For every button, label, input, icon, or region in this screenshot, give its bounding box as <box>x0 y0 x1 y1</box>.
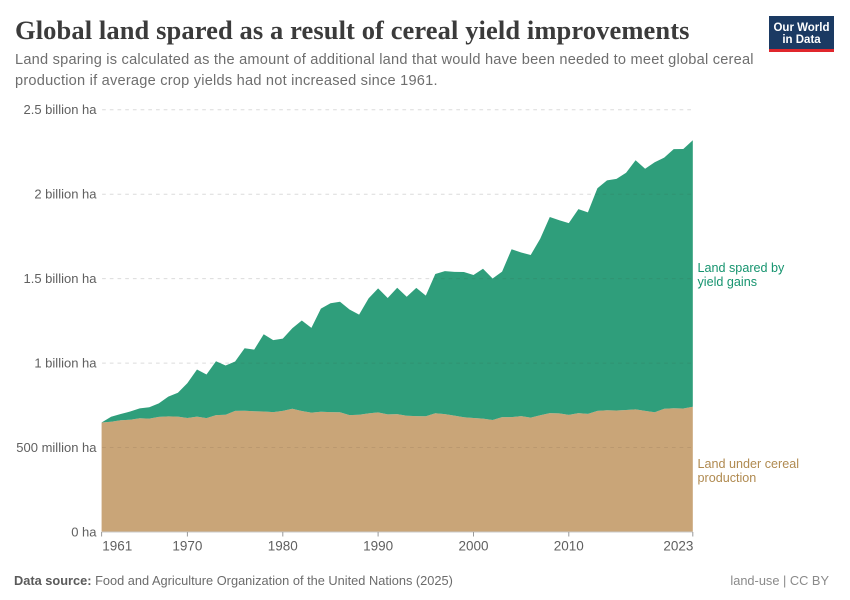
svg-text:Land under cereal: Land under cereal <box>698 457 800 471</box>
svg-text:2000: 2000 <box>458 539 488 554</box>
svg-text:1961: 1961 <box>102 539 132 554</box>
svg-text:1970: 1970 <box>172 539 202 554</box>
svg-text:1980: 1980 <box>268 539 298 554</box>
svg-text:1 billion ha: 1 billion ha <box>34 356 97 371</box>
svg-text:2 billion ha: 2 billion ha <box>34 187 97 202</box>
svg-text:yield gains: yield gains <box>698 275 758 289</box>
svg-text:2023: 2023 <box>663 539 693 554</box>
svg-text:2.5 billion ha: 2.5 billion ha <box>24 102 98 117</box>
svg-text:1990: 1990 <box>363 539 393 554</box>
svg-text:production: production <box>698 471 757 485</box>
svg-text:Land spared by: Land spared by <box>698 261 786 275</box>
svg-text:2010: 2010 <box>554 539 584 554</box>
svg-text:1.5 billion ha: 1.5 billion ha <box>24 271 98 286</box>
svg-text:0 ha: 0 ha <box>71 524 97 539</box>
svg-text:500 million ha: 500 million ha <box>16 440 97 455</box>
